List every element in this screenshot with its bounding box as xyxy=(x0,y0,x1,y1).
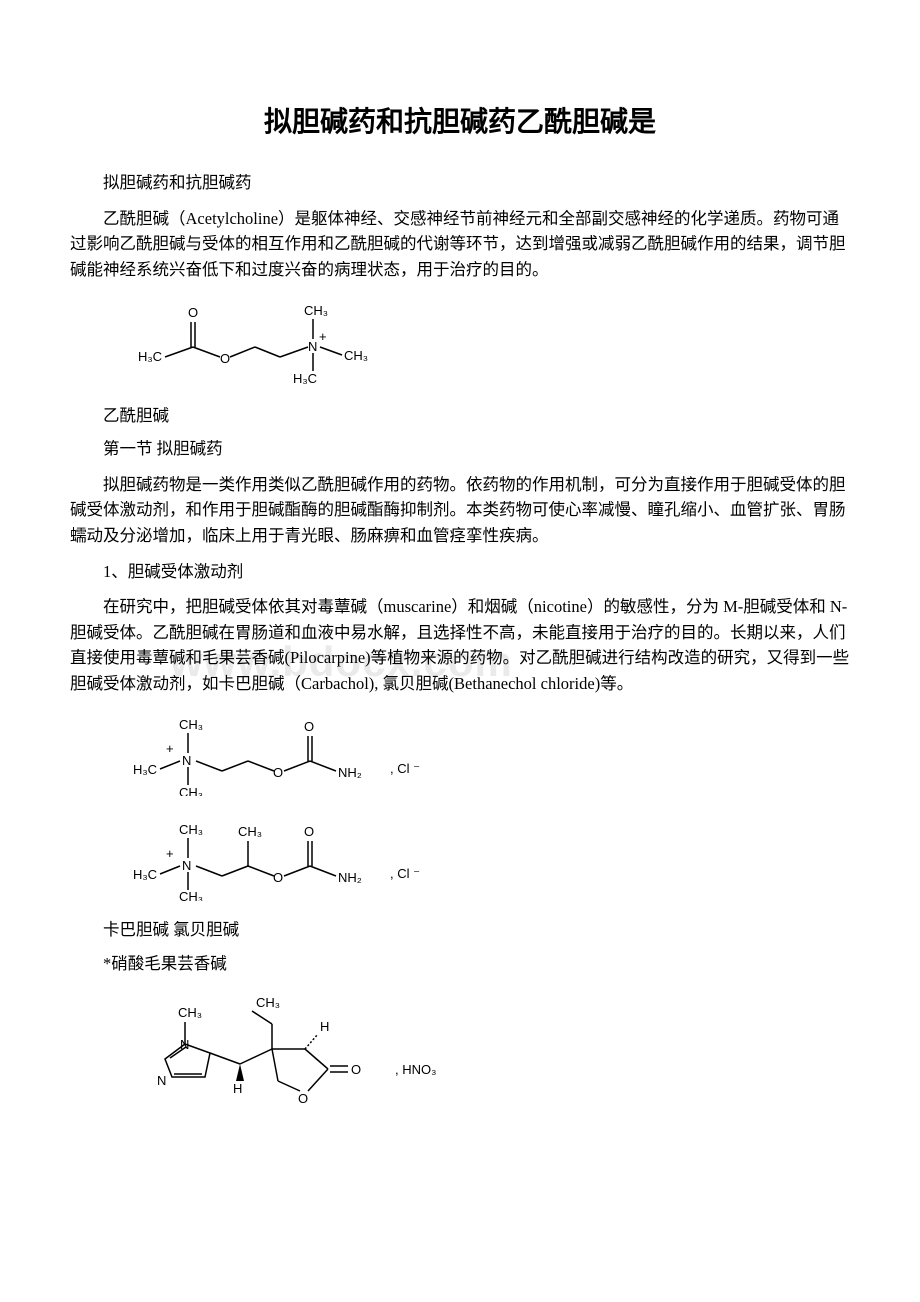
svg-text:, HNO₃: , HNO₃ xyxy=(395,1062,436,1077)
svg-text:CH₃: CH₃ xyxy=(179,785,203,796)
subsection-1-heading: 1、胆碱受体激动剂 xyxy=(70,559,850,585)
svg-text:, Cl ⁻: , Cl ⁻ xyxy=(390,761,420,776)
structure-carbachol: H₃C N + CH₃ CH₃ O O NH₂ , Cl ⁻ xyxy=(130,711,850,796)
svg-text:N: N xyxy=(182,858,191,873)
svg-text:CH₃: CH₃ xyxy=(179,889,203,901)
svg-text:O: O xyxy=(304,824,314,839)
svg-text:O: O xyxy=(304,719,314,734)
svg-text:O: O xyxy=(220,351,230,366)
svg-text:CH₃: CH₃ xyxy=(179,717,203,732)
svg-text:, Cl ⁻: , Cl ⁻ xyxy=(390,866,420,881)
svg-text:NH₂: NH₂ xyxy=(338,765,362,780)
label-pilocarpine: *硝酸毛果芸香碱 xyxy=(70,950,850,974)
svg-text:NH₂: NH₂ xyxy=(338,870,362,885)
label-carbachol-bethanechol: 卡巴胆碱 氯贝胆碱 xyxy=(70,916,850,940)
para-subtitle: 拟胆碱药和抗胆碱药 xyxy=(70,170,850,196)
svg-text:N: N xyxy=(308,339,317,354)
structure-pilocarpine: N CH₃ N H H CH₃ O O , HNO₃ xyxy=(130,989,850,1119)
svg-text:+: + xyxy=(319,329,327,344)
svg-text:O: O xyxy=(298,1091,308,1106)
svg-text:CH₃: CH₃ xyxy=(344,348,368,363)
svg-text:O: O xyxy=(188,305,198,320)
svg-text:CH₃: CH₃ xyxy=(304,303,328,318)
svg-text:N: N xyxy=(182,753,191,768)
svg-text:CH₃: CH₃ xyxy=(256,995,280,1010)
svg-text:N: N xyxy=(180,1037,189,1052)
para-receptor-agonist: 在研究中，把胆碱受体依其对毒蕈碱（muscarine）和烟碱（nicotine）… xyxy=(70,594,850,696)
svg-text:+: + xyxy=(166,846,174,861)
section-1-heading: 第一节 拟胆碱药 xyxy=(70,436,850,462)
doc-title: 拟胆碱药和抗胆碱药乙酰胆碱是 xyxy=(70,100,850,140)
svg-text:O: O xyxy=(351,1062,361,1077)
svg-text:H: H xyxy=(320,1019,329,1034)
svg-text:H: H xyxy=(233,1081,242,1096)
svg-text:N: N xyxy=(157,1073,166,1088)
para-intro: 乙酰胆碱（Acetylcholine）是躯体神经、交感神经节前神经元和全部副交感… xyxy=(70,206,850,283)
para-section1-intro: 拟胆碱药物是一类作用类似乙酰胆碱作用的药物。依药物的作用机制，可分为直接作用于胆… xyxy=(70,472,850,549)
svg-text:O: O xyxy=(273,870,283,885)
label-acetylcholine: 乙酰胆碱 xyxy=(70,402,850,426)
svg-text:H₃C: H₃C xyxy=(133,867,157,882)
svg-text:H₃C: H₃C xyxy=(138,349,162,364)
svg-text:CH₃: CH₃ xyxy=(238,824,262,839)
structure-acetylcholine: O H₃C O N + CH₃ CH₃ H₃C xyxy=(130,297,850,387)
structure-bethanechol: H₃C N + CH₃ CH₃ CH₃ O O NH₂ , Cl ⁻ xyxy=(130,811,850,901)
svg-text:H₃C: H₃C xyxy=(293,371,317,386)
svg-text:H₃C: H₃C xyxy=(133,762,157,777)
svg-text:CH₃: CH₃ xyxy=(179,822,203,837)
svg-text:O: O xyxy=(273,765,283,780)
svg-text:+: + xyxy=(166,741,174,756)
svg-text:CH₃: CH₃ xyxy=(178,1005,202,1020)
